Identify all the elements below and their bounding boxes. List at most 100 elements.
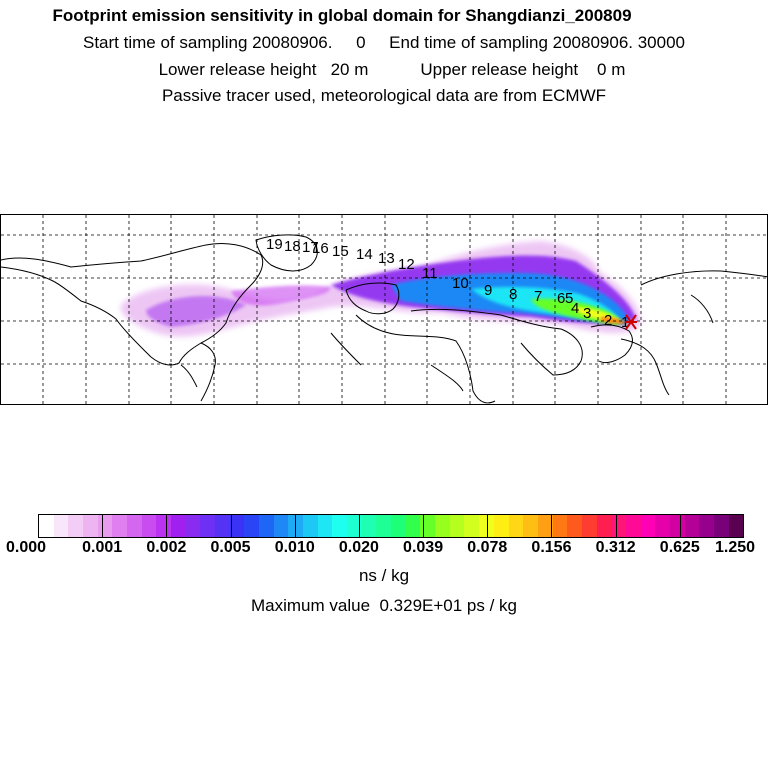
colorbar-swatch	[493, 515, 509, 537]
trajectory-label: 5	[565, 290, 573, 307]
trajectory-label: 10	[452, 275, 469, 292]
colorbar-divider	[487, 515, 489, 537]
colorbar-swatch	[141, 515, 157, 537]
colorbar-swatch	[68, 515, 84, 537]
colorbar-swatch	[449, 515, 465, 537]
colorbar-swatch	[332, 515, 348, 537]
trajectory-label: 19	[266, 236, 283, 253]
colorbar-swatch	[552, 515, 568, 537]
trajectory-label: 4	[571, 300, 579, 317]
colorbar-swatch	[171, 515, 186, 537]
colorbar-swatch	[420, 515, 436, 537]
trajectory-label: 11	[422, 265, 438, 282]
title-line-1: Footprint emission sensitivity in global…	[52, 6, 632, 25]
colorbar-swatch	[53, 515, 69, 537]
footprint-field	[120, 241, 642, 337]
trajectory-label: 3	[583, 305, 591, 322]
colorbar-tick-label: 0.312	[595, 539, 636, 556]
title-line-2: Start time of sampling 20080906. 0 End t…	[83, 33, 685, 52]
colorbar-swatch	[523, 515, 538, 537]
colorbar-swatch	[376, 515, 392, 537]
colorbar-divider	[551, 515, 553, 537]
colorbar-swatch	[713, 515, 729, 537]
colorbar-divider	[679, 515, 681, 537]
star-icon	[625, 314, 637, 330]
trajectory-label: 14	[356, 246, 373, 263]
colorbar-swatch	[273, 515, 289, 537]
colorbar-swatch	[185, 515, 201, 537]
colorbar-swatch	[303, 515, 318, 537]
trajectory-label: 9	[484, 282, 492, 299]
colorbar-swatch	[361, 515, 377, 537]
colorbar-swatch	[156, 515, 172, 537]
colorbar-swatch	[435, 515, 450, 537]
trajectory-label: 15	[332, 243, 349, 260]
colorbar-tick-label: 0.078	[467, 539, 508, 556]
colorbar-swatch	[317, 515, 333, 537]
colorbar-tick-label: 0.005	[210, 539, 251, 556]
colorbar-tick-label: 0.010	[274, 539, 315, 556]
trajectory-label: 6	[557, 290, 565, 307]
trajectory-label: 18	[284, 238, 301, 255]
colorbar-swatch	[97, 515, 113, 537]
colorbar-swatch	[611, 515, 626, 537]
trajectory-label: 13	[378, 250, 395, 267]
maximum-value-label: Maximum value 0.329E+01 ps / kg	[251, 596, 517, 615]
graticule	[1, 215, 767, 404]
colorbar-swatch	[391, 515, 406, 537]
colorbar-divider	[615, 515, 617, 537]
colorbar-swatch	[464, 515, 480, 537]
colorbar-swatch	[200, 515, 216, 537]
colorbar-swatch	[640, 515, 656, 537]
colorbar-swatch	[655, 515, 670, 537]
colorbar-divider	[423, 515, 425, 537]
trajectory-label: 2	[604, 312, 612, 329]
colorbar-swatch	[728, 515, 744, 537]
colorbar-divider	[358, 515, 360, 537]
colorbar-swatch	[669, 515, 685, 537]
colorbar-divider	[294, 515, 296, 537]
trajectory-labels: 1 2 3 4 5 6 7 8 9 10 11 12 13 14 15 16 1…	[266, 236, 629, 331]
colorbar-swatch	[405, 515, 421, 537]
colorbar-swatch	[83, 515, 98, 537]
colorbar-divider	[230, 515, 232, 537]
colorbar-divider	[166, 515, 168, 537]
coastlines	[1, 234, 767, 404]
colorbar-unit-label: ns / kg	[358, 566, 410, 585]
trajectory-label: 17	[302, 239, 319, 256]
colorbar-tick-label: 0.001	[82, 539, 123, 556]
colorbar-swatch	[537, 515, 553, 537]
colorbar-swatch	[215, 515, 230, 537]
colorbar-swatch	[39, 515, 54, 537]
colorbar-swatch	[684, 515, 700, 537]
colorbar-tick-label: 0.002	[146, 539, 187, 556]
trajectory-label: 12	[398, 256, 415, 273]
colorbar-swatch	[625, 515, 641, 537]
colorbar-swatch	[567, 515, 582, 537]
colorbar-swatch	[596, 515, 612, 537]
colorbar-tick-label: 1.250	[714, 539, 756, 556]
colorbar-divider	[102, 515, 104, 537]
colorbar-swatch	[479, 515, 494, 537]
trajectory-label: 16	[312, 240, 329, 257]
colorbar-swatch	[581, 515, 597, 537]
colorbar-swatch	[259, 515, 274, 537]
trajectory-label: 7	[534, 288, 542, 305]
colorbar-swatch	[112, 515, 128, 537]
colorbar	[38, 514, 744, 538]
colorbar-tick-label: 0.020	[338, 539, 379, 556]
colorbar-swatch	[229, 515, 245, 537]
colorbar-swatch	[288, 515, 304, 537]
colorbar-swatch	[244, 515, 260, 537]
colorbar-tick-label: 0.039	[403, 539, 444, 556]
colorbar-swatch	[127, 515, 142, 537]
colorbar-swatch	[347, 515, 362, 537]
title-line-4: Passive tracer used, meteorological data…	[161, 86, 607, 105]
map-panel: 1 2 3 4 5 6 7 8 9 10 11 12 13 14 15 16 1…	[0, 214, 768, 405]
colorbar-swatch	[508, 515, 524, 537]
colorbar-tick-label: 0.156	[531, 539, 572, 556]
colorbar-swatch	[699, 515, 714, 537]
map-svg: 1 2 3 4 5 6 7 8 9 10 11 12 13 14 15 16 1…	[1, 215, 767, 404]
colorbar-tick-label: 0.625	[659, 539, 700, 556]
title-line-3: Lower release height 20 m Upper release …	[158, 60, 626, 79]
